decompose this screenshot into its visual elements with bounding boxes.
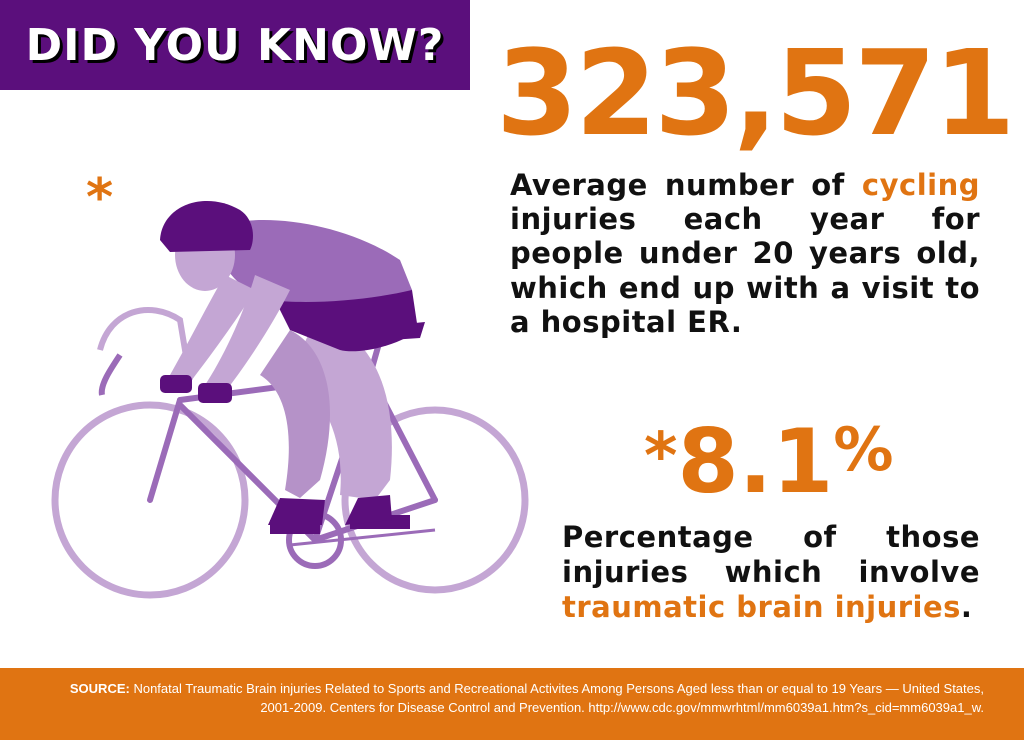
shoe-left: [268, 498, 325, 525]
pct-symbol: %: [833, 415, 894, 485]
stat-description-tbi: Percentage of those injuries which invol…: [562, 520, 980, 624]
stat-desc-text-1: Average number of: [510, 168, 862, 202]
shoe-right: [345, 495, 392, 525]
source-label: SOURCE:: [69, 681, 130, 696]
pct-value: 8.1: [677, 410, 834, 513]
rear-wheel: [341, 406, 529, 594]
pct-desc-text-1: Percentage of those injuries which invol…: [562, 520, 980, 589]
source-citation: Nonfatal Traumatic Brain injuries Relate…: [129, 681, 984, 715]
stat-desc-highlight-cycling: cycling: [861, 168, 980, 202]
stat-desc-text-2: injuries each year for people under 20 y…: [510, 202, 980, 339]
stat-description-injuries: Average number of cycling injuries each …: [510, 168, 980, 339]
pct-desc-highlight-tbi: traumatic brain injuries: [562, 589, 961, 624]
glove-back: [160, 375, 192, 393]
pct-asterisk: *: [644, 420, 678, 494]
cyclist-illustration: [51, 201, 529, 599]
rider-arm-front: [205, 275, 290, 392]
glove-front: [198, 383, 232, 403]
did-you-know-banner: DID YOU KNOW?: [0, 0, 470, 90]
rider-leg-left: [260, 330, 330, 498]
source-footer: SOURCE: Nonfatal Traumatic Brain injurie…: [0, 668, 1024, 740]
rider-arm-back: [170, 275, 255, 385]
brake-lever: [98, 353, 123, 396]
chain: [289, 528, 436, 547]
stat-percentage-tbi: *8.1%: [644, 418, 984, 506]
stat-number-injuries: 323,571: [496, 24, 1015, 162]
handlebar: [97, 307, 193, 381]
helmet: [160, 201, 253, 252]
banner-title: DID YOU KNOW?: [25, 19, 445, 71]
pct-desc-text-2: .: [960, 589, 973, 624]
asterisk-marker: *: [86, 168, 114, 228]
front-wheel: [51, 401, 249, 599]
